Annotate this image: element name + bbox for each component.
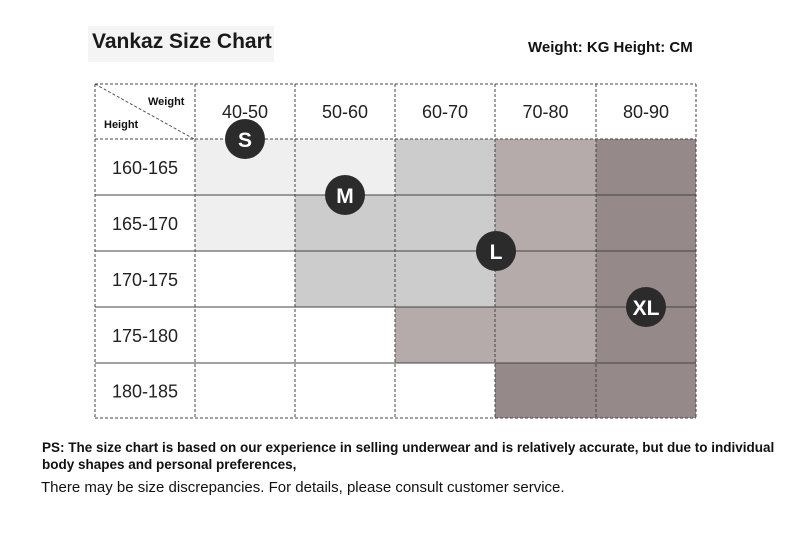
size-cell (195, 307, 295, 363)
note-consult: There may be size discrepancies. For det… (41, 479, 565, 496)
size-cell (195, 363, 295, 418)
size-cell (195, 195, 295, 251)
badge-circle (626, 287, 666, 327)
badge-label: L (490, 241, 503, 264)
size-cell (195, 251, 295, 307)
size-cell (495, 307, 596, 363)
grid-lines (94, 83, 697, 419)
badge-label: M (336, 185, 354, 208)
row-labels: 160-165 165-170 170-175 175-180 180-185 (112, 158, 178, 402)
size-cell (395, 363, 495, 418)
size-cell (495, 139, 596, 195)
column-labels: 40-50 50-60 60-70 70-80 80-90 (222, 102, 669, 122)
column-label: 40-50 (222, 102, 268, 122)
size-cell (395, 307, 495, 363)
size-cell (596, 139, 696, 195)
size-cell (395, 139, 495, 195)
title-background (88, 26, 274, 62)
weight-header-label: Weight (148, 96, 185, 108)
badge-label: XL (633, 297, 660, 320)
column-label: 70-80 (522, 102, 568, 122)
size-cell (295, 363, 395, 418)
height-header-label: Height (104, 119, 139, 131)
size-cell (295, 251, 395, 307)
badge-circle (325, 175, 365, 215)
note-ps: PS: The size chart is based on our exper… (42, 440, 775, 472)
badge-circle (476, 231, 516, 271)
size-badge-xl: XL (626, 287, 666, 327)
size-badge-l: L (476, 231, 516, 271)
size-cell (495, 363, 596, 418)
size-cell (596, 195, 696, 251)
row-label: 165-170 (112, 214, 178, 234)
cells-layer (195, 139, 696, 418)
badge-label: S (238, 129, 252, 152)
column-label: 50-60 (322, 102, 368, 122)
chart-title: Vankaz Size Chart (92, 30, 272, 53)
row-label: 160-165 (112, 158, 178, 178)
column-label: 80-90 (623, 102, 669, 122)
header-diagonal (94, 83, 195, 140)
units-label: Weight: KG Height: CM (528, 39, 693, 56)
size-badges: S M L XL (225, 119, 666, 327)
row-label: 170-175 (112, 270, 178, 290)
size-badge-s: S (225, 119, 265, 159)
size-cell (295, 307, 395, 363)
row-label: 180-185 (112, 382, 178, 402)
badge-circle (225, 119, 265, 159)
column-label: 60-70 (422, 102, 468, 122)
row-label: 175-180 (112, 326, 178, 346)
size-badge-m: M (325, 175, 365, 215)
size-cell (596, 363, 696, 418)
